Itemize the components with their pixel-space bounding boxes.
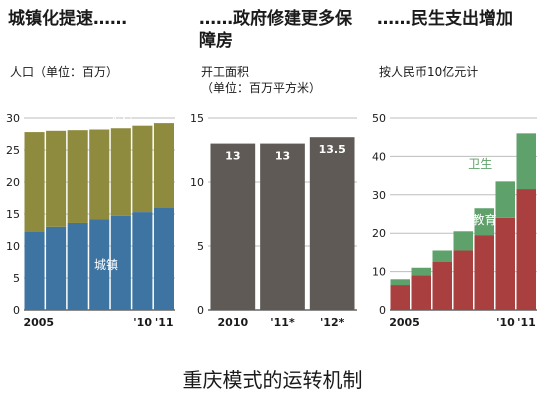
bar-rural bbox=[46, 130, 67, 227]
bar-health bbox=[432, 250, 452, 262]
bar-urban bbox=[153, 207, 174, 310]
bar-health bbox=[453, 231, 473, 251]
bar-health bbox=[411, 267, 431, 276]
bar-rural bbox=[67, 130, 88, 223]
bar-rural bbox=[153, 123, 174, 208]
x-tick-label: '12* bbox=[320, 316, 345, 329]
y-tick-label: 30 bbox=[6, 112, 20, 125]
chart-subtitle: 开工面积 bbox=[201, 65, 250, 79]
chart-title: ……民生支出增加 bbox=[377, 9, 513, 29]
chart-title: ……政府修建更多保障房 bbox=[199, 9, 352, 51]
y-tick-label: 15 bbox=[6, 208, 20, 221]
x-tick-label: '11 bbox=[155, 316, 174, 329]
y-tick-label: 0 bbox=[197, 304, 204, 317]
panel-urbanization: 城镇化提速…… 人口（单位：百万） 0 5 10 15 20 25 30 2005 '10'11… bbox=[0, 0, 185, 350]
panel-welfare: ……民生支出增加 按人民币10亿元计 0 10 20 30 40 50 2005 '10'11… bbox=[365, 0, 545, 350]
bar-education bbox=[495, 217, 515, 310]
panel-housing: ……政府修建更多保障房 开工面积 （单位：百万平方米） 0 5 10 15 13 2010… bbox=[185, 0, 365, 350]
chart-plot-housing: 0 5 10 15 13 2010 13 '11* 13.5 '12* bbox=[190, 112, 357, 329]
bar-rural bbox=[89, 129, 110, 220]
bar-urban bbox=[110, 215, 131, 310]
bar-education bbox=[390, 285, 410, 310]
bar-urban bbox=[89, 219, 110, 310]
data-label: 13 bbox=[225, 150, 240, 163]
bar-education bbox=[432, 262, 452, 310]
bar-education bbox=[453, 250, 473, 310]
y-tick-label: 10 bbox=[372, 266, 386, 279]
y-tick-label: 15 bbox=[190, 112, 204, 125]
chart-title: 城镇化提速…… bbox=[8, 9, 127, 29]
bar-housing bbox=[210, 143, 256, 310]
bar-rural bbox=[24, 132, 45, 232]
x-tick-label: '10 bbox=[133, 316, 152, 329]
bar-health bbox=[516, 133, 536, 190]
bar-urban bbox=[132, 212, 153, 310]
bar-rural bbox=[110, 128, 131, 216]
series-label-health: 卫生 bbox=[468, 157, 492, 171]
x-tick-label: 2010 bbox=[218, 316, 249, 329]
bar-urban bbox=[46, 226, 67, 310]
y-tick-label: 5 bbox=[13, 272, 20, 285]
x-tick-label: '10 bbox=[496, 316, 515, 329]
data-label: 13 bbox=[275, 150, 290, 163]
bar-health bbox=[495, 181, 515, 218]
bar-rural bbox=[132, 125, 153, 213]
bar-urban bbox=[24, 231, 45, 310]
chart-subtitle-units: （单位：百万平方米） bbox=[201, 81, 322, 95]
bar-education bbox=[411, 275, 431, 310]
bar-education bbox=[474, 235, 494, 310]
y-tick-label: 30 bbox=[372, 189, 386, 202]
y-tick-label: 5 bbox=[197, 240, 204, 253]
y-tick-label: 50 bbox=[372, 112, 386, 125]
bar-health bbox=[474, 208, 494, 236]
x-tick-label: 2005 bbox=[23, 316, 54, 329]
bar-urban bbox=[67, 222, 88, 310]
bar-housing bbox=[309, 137, 355, 310]
chart-subtitle: 按人民币10亿元计 bbox=[379, 65, 479, 79]
y-tick-label: 0 bbox=[379, 304, 386, 317]
x-tick-label: '11* bbox=[270, 316, 295, 329]
footer-caption: 重庆模式的运转机制 bbox=[182, 368, 363, 392]
chart-subtitle: 人口（单位：百万） bbox=[10, 65, 119, 79]
series-label-urban: 城镇 bbox=[94, 258, 118, 272]
series-label-rural: 农村 bbox=[109, 113, 133, 127]
y-tick-label: 10 bbox=[6, 240, 20, 253]
data-label: 13.5 bbox=[319, 143, 346, 156]
y-tick-label: 20 bbox=[6, 176, 20, 189]
bar-health bbox=[390, 279, 410, 286]
y-tick-label: 10 bbox=[190, 176, 204, 189]
y-tick-label: 25 bbox=[6, 144, 20, 157]
y-tick-label: 20 bbox=[372, 227, 386, 240]
y-tick-label: 40 bbox=[372, 150, 386, 163]
bar-education bbox=[516, 189, 536, 310]
series-label-education: 教育 bbox=[472, 212, 496, 227]
y-tick-label: 0 bbox=[13, 304, 20, 317]
x-tick-label: '11 bbox=[517, 316, 536, 329]
x-tick-label: 2005 bbox=[389, 316, 420, 329]
chart-plot-welfare: 0 10 20 30 40 50 2005 '10'11 教育 卫生 bbox=[372, 112, 537, 329]
bar-housing bbox=[260, 143, 305, 310]
